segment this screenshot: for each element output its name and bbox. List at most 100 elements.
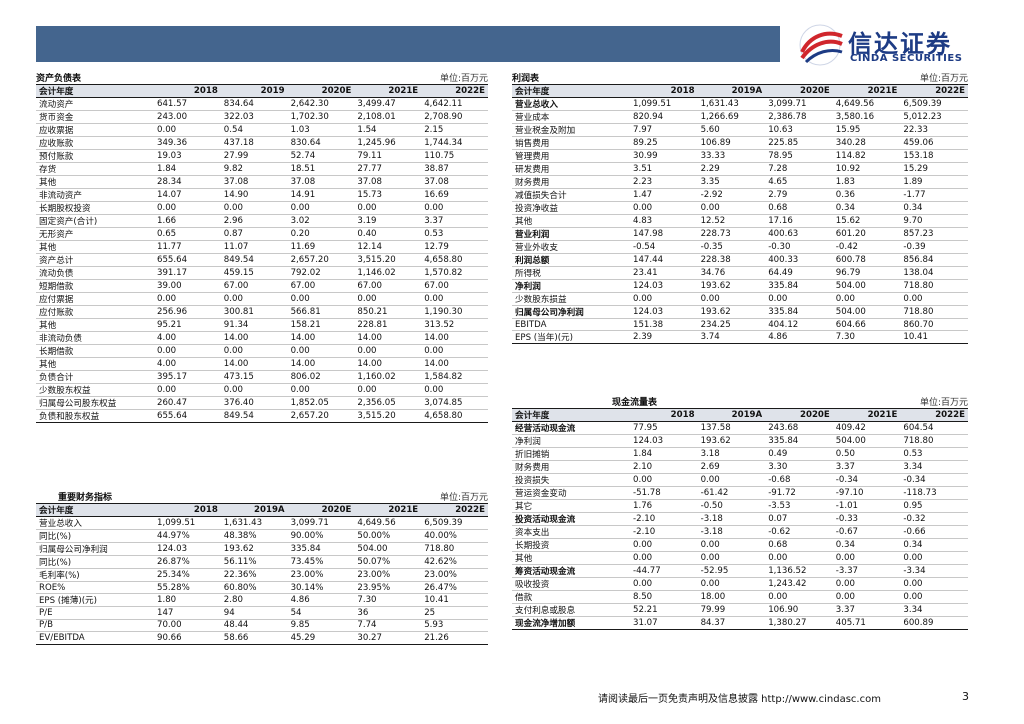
- cell-value: 0.00: [697, 473, 766, 487]
- table-row: 少数股东权益 0.00 0.00 0.00 0.00 0.00: [36, 383, 488, 397]
- cell-value: 2.96: [220, 214, 288, 228]
- cell-value: 42.62%: [421, 555, 488, 569]
- cash-flow-title: 现金流量表: [612, 398, 658, 408]
- cell-value: -0.34: [832, 473, 901, 487]
- cell-value: 10.92: [832, 162, 901, 176]
- row-label: 利润总额: [512, 253, 630, 267]
- row-label: 存货: [36, 162, 154, 176]
- cell-value: 67.00: [287, 279, 355, 293]
- cell-value: 2,657.20: [287, 409, 355, 423]
- cell-value: 395.17: [154, 370, 221, 384]
- row-label: 同比(%): [36, 529, 154, 543]
- cell-value: 2,356.05: [354, 396, 422, 410]
- cell-value: -0.32: [900, 512, 968, 526]
- cell-value: 48.44: [220, 619, 288, 633]
- cell-value: 153.18: [900, 149, 968, 163]
- cell-value: 18.51: [287, 162, 355, 176]
- cell-value: 718.80: [900, 305, 968, 319]
- cell-value: 0.34: [900, 201, 968, 215]
- column-header-year: 2019A: [220, 503, 288, 517]
- table-row: ROE% 55.28% 60.80% 30.14% 23.95% 26.47%: [36, 581, 488, 595]
- cell-value: 56.11%: [220, 555, 288, 569]
- cell-value: 22.33: [900, 123, 968, 137]
- cell-value: 3,515.20: [354, 253, 422, 267]
- cell-value: -3.18: [697, 512, 766, 526]
- row-label: 同比(%): [36, 555, 154, 569]
- cell-value: 0.00: [697, 292, 766, 306]
- row-label: EBITDA: [512, 318, 630, 332]
- table-row: 少数股东损益 0.00 0.00 0.00 0.00 0.00: [512, 292, 968, 306]
- cell-value: 67.00: [421, 279, 488, 293]
- cell-value: 349.36: [154, 136, 221, 150]
- column-header-year: 2022E: [421, 84, 488, 98]
- key-indicators-title: 重要财务指标: [58, 493, 113, 503]
- cell-value: 39.00: [154, 279, 221, 293]
- cell-value: 193.62: [697, 279, 766, 293]
- cell-value: 95.21: [154, 318, 221, 332]
- table-row: P/B 70.00 48.44 9.85 7.74 5.93: [36, 619, 488, 633]
- cell-value: 55.28%: [154, 581, 221, 595]
- row-label: 其它: [512, 499, 630, 513]
- cell-value: 0.20: [287, 227, 355, 241]
- table-row: 资产总计 655.64 849.54 2,657.20 3,515.20 4,658.80: [36, 253, 488, 267]
- row-label: ROE%: [36, 581, 154, 595]
- row-label: P/B: [36, 619, 154, 633]
- table-row: EV/EBITDA 90.66 58.66 45.29 30.27 21.26: [36, 631, 488, 645]
- cell-value: 4,658.80: [421, 253, 488, 267]
- table-row: 负债和股东权益 655.64 849.54 2,657.20 3,515.20 4,658…: [36, 409, 488, 423]
- cell-value: 9.70: [900, 214, 968, 228]
- cell-value: 91.34: [220, 318, 288, 332]
- cell-value: 335.84: [765, 279, 833, 293]
- cell-value: 655.64: [154, 409, 221, 423]
- cell-value: -3.34: [900, 564, 968, 578]
- cell-value: 0.34: [832, 201, 901, 215]
- row-label: 支付利息或股息: [512, 603, 630, 617]
- table-row: 非流动负债 4.00 14.00 14.00 14.00 14.00: [36, 331, 488, 345]
- cell-value: -0.54: [630, 240, 698, 254]
- row-label: 财务费用: [512, 175, 630, 189]
- row-label: 营业成本: [512, 110, 630, 124]
- table-row: 吸收投资 0.00 0.00 1,243.42 0.00 0.00: [512, 577, 968, 591]
- cell-value: 600.78: [832, 253, 901, 267]
- cell-value: 96.79: [832, 266, 901, 280]
- cell-value: 14.91: [287, 188, 355, 202]
- cell-value: -51.78: [630, 486, 698, 500]
- cell-value: 225.85: [765, 136, 833, 150]
- cell-value: 0.95: [900, 499, 968, 513]
- cell-value: 1,584.82: [421, 370, 488, 384]
- column-header-year: 2019A: [697, 84, 766, 98]
- row-label: 研发费用: [512, 162, 630, 176]
- row-label: 非流动资产: [36, 188, 154, 202]
- table-row: 长期投资 0.00 0.00 0.68 0.34 0.34: [512, 538, 968, 552]
- cell-value: 54: [287, 606, 355, 620]
- cell-value: 604.66: [832, 318, 901, 332]
- cell-value: 3,580.16: [832, 110, 901, 124]
- cell-value: 4.00: [154, 357, 221, 371]
- table-row: 其它 1.76 -0.50 -3.53 -1.01 0.95: [512, 499, 968, 513]
- row-label: 其他: [36, 318, 154, 332]
- cell-value: 0.54: [220, 123, 288, 137]
- row-label: 营业利润: [512, 227, 630, 241]
- cell-value: 3.34: [900, 603, 968, 617]
- cell-value: 405.71: [832, 616, 901, 630]
- table-row: 营业总收入 1,099.51 1,631.43 3,099.71 4,649.56 6,5…: [36, 516, 488, 530]
- cell-value: -2.92: [697, 188, 766, 202]
- cell-value: 0.00: [832, 551, 901, 565]
- row-label: 应收账款: [36, 136, 154, 150]
- cell-value: 0.07: [765, 512, 833, 526]
- cell-value: 23.00%: [354, 568, 422, 582]
- page-number: 3: [962, 690, 969, 703]
- column-header-year: 2018: [154, 503, 221, 517]
- table-row: 支付利息或股息 52.21 79.99 106.90 3.37 3.34: [512, 603, 968, 617]
- cell-value: 0.00: [154, 292, 221, 306]
- cell-value: 3.37: [832, 460, 901, 474]
- cell-value: -2.10: [630, 525, 698, 539]
- logo-mark-icon: [799, 24, 843, 66]
- table-row: 归属母公司净利润 124.03 193.62 335.84 504.00 718.80: [512, 305, 968, 319]
- cell-value: 0.00: [630, 538, 698, 552]
- table-row: 管理费用 30.99 33.33 78.95 114.82 153.18: [512, 149, 968, 163]
- cell-value: 0.00: [421, 201, 488, 215]
- cell-value: -118.73: [900, 486, 968, 500]
- cell-value: 30.27: [354, 631, 422, 645]
- cell-value: 228.81: [354, 318, 422, 332]
